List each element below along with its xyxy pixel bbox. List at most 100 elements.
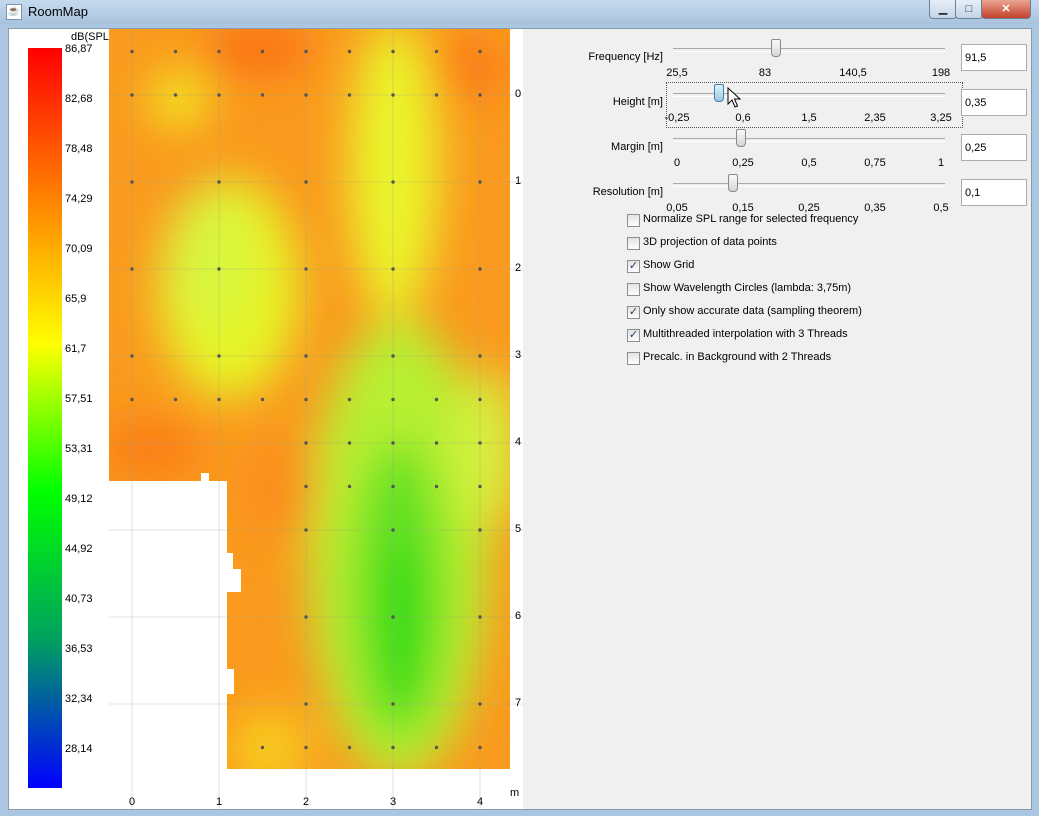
checkbox-label[interactable]: Multithreaded interpolation with 3 Threa… [643, 328, 848, 340]
checkbox-box[interactable] [627, 352, 640, 365]
slider-tick-label: 1,5 [801, 112, 817, 124]
y-axis-tick-label: 3 [515, 349, 522, 361]
slider-tick-label: 3,25 [930, 112, 952, 124]
slider-track[interactable] [673, 183, 945, 187]
measurement-point [347, 397, 352, 402]
slider-value-field[interactable]: 0,25 [961, 134, 1027, 161]
window-title: RoomMap [28, 4, 88, 19]
measurement-point [217, 354, 221, 358]
measurement-point [478, 93, 482, 97]
checkbox-box[interactable]: ✓ [627, 306, 640, 319]
slider-thumb[interactable] [736, 129, 746, 147]
slider-track[interactable] [673, 138, 945, 142]
y-axis-tick-label: 6 [515, 610, 522, 622]
measurement-point [304, 484, 308, 489]
measurement-point [260, 745, 265, 750]
slider-value-field[interactable]: 0,1 [961, 179, 1027, 206]
measurement-point [391, 484, 395, 489]
measurement-point [304, 397, 308, 402]
legend-tick-label: 49,12 [65, 493, 93, 505]
maximize-button[interactable]: □ [955, 0, 983, 19]
measurement-point [391, 354, 395, 358]
y-axis-tick-label: 7 [515, 697, 522, 709]
measurement-point [130, 180, 134, 184]
measurement-point [391, 745, 395, 750]
measurement-point [173, 93, 178, 97]
measurement-point [347, 484, 352, 489]
measurement-point [173, 397, 178, 402]
measurement-point [391, 615, 395, 619]
checkbox-box[interactable] [627, 283, 640, 296]
measurement-point [304, 354, 308, 358]
x-axis-tick-label: 0 [129, 796, 136, 808]
slider-tick-label: 0,25 [732, 157, 754, 169]
measurement-point [217, 180, 221, 184]
checkbox-label[interactable]: Show Wavelength Circles (lambda: 3,75m) [643, 282, 852, 294]
slider-thumb[interactable] [727, 174, 738, 192]
minimize-button[interactable]: ▁ [929, 0, 957, 19]
checkbox-label[interactable]: Only show accurate data (sampling theore… [643, 305, 862, 317]
heatmap-canvas[interactable] [109, 29, 523, 809]
checkbox-box[interactable] [627, 237, 640, 250]
slider-tick-label: 0,05 [666, 202, 688, 214]
measurement-point [173, 49, 178, 54]
slider-tick-label: 0 [673, 157, 681, 169]
slider-tick-label: 0,5 [933, 202, 949, 214]
measurement-point [391, 702, 395, 706]
checkbox-label[interactable]: Show Grid [643, 259, 695, 271]
checkbox-box[interactable]: ✓ [627, 329, 640, 342]
x-axis-tick-label: 4 [477, 796, 484, 808]
measurement-point [304, 702, 308, 706]
close-button[interactable]: ✕ [981, 0, 1031, 19]
x-axis-tick-label: 2 [303, 796, 310, 808]
slider-thumb[interactable] [714, 84, 725, 102]
measurement-point [304, 93, 308, 97]
mouse-cursor-icon [727, 87, 742, 108]
measurement-point [434, 49, 439, 54]
measurement-point [347, 441, 352, 445]
room-heatmap[interactable]: 0 1 2 3 4 0 1 2 3 4 5 6 7 m [109, 29, 523, 809]
client-area: dB(SPL) 86,87 82,68 78,48 74,29 70,09 65,9 61,… [8, 28, 1032, 810]
legend-tick-label: 40,73 [65, 593, 93, 605]
legend-tick-label: 78,48 [65, 143, 93, 155]
checkbox-label[interactable]: Precalc. in Background with 2 Threads [643, 351, 832, 363]
slider-tick-label: 0,6 [735, 112, 751, 124]
slider-value-field[interactable]: 91,5 [961, 44, 1027, 71]
measurement-point [304, 267, 308, 271]
title-bar[interactable]: ☕ RoomMap ▁ □ ✕ [0, 0, 1039, 24]
slider-row: Frequency [Hz] 25,5 83 140,5 198 91,5 [523, 37, 1031, 81]
slider-value-field[interactable]: 0,35 [961, 89, 1027, 116]
measurement-point [217, 397, 221, 402]
measurement-point [347, 93, 352, 97]
measurement-point [304, 615, 308, 619]
measurement-point [478, 745, 482, 750]
slider-track[interactable] [673, 48, 945, 52]
checkbox-label[interactable]: Normalize SPL range for selected frequen… [643, 213, 859, 225]
slider-thumb[interactable] [771, 39, 782, 57]
measurement-point [478, 267, 482, 271]
x-axis-tick-label: 3 [390, 796, 397, 808]
checkbox-box[interactable] [627, 214, 640, 227]
checkbox-box[interactable]: ✓ [627, 260, 640, 273]
measurement-point [217, 49, 221, 54]
y-axis-tick-label: 0 [515, 88, 522, 100]
slider-tick-label: 0,15 [732, 202, 754, 214]
slider-tick-label: 0,5 [801, 157, 817, 169]
slider-tick-label: 83 [758, 67, 772, 79]
x-axis-tick-label: 1 [216, 796, 223, 808]
measurement-point [478, 180, 482, 184]
slider-track[interactable] [673, 93, 945, 97]
slider-row: Height [m] -0,25 0,6 1,5 2,35 3,25 0,35 [523, 82, 1031, 128]
legend-tick-label: 53,31 [65, 443, 93, 455]
measurement-point [391, 49, 395, 54]
measurement-point [260, 49, 265, 54]
measurement-point [391, 267, 395, 271]
legend-color-bar [28, 48, 62, 788]
legend-tick-label: 74,29 [65, 193, 93, 205]
measurement-point [304, 441, 308, 445]
measurement-point [391, 180, 395, 184]
measurement-point [434, 745, 439, 750]
measurement-point [130, 397, 134, 402]
checkbox-label[interactable]: 3D projection of data points [643, 236, 777, 248]
spl-legend: dB(SPL) 86,87 82,68 78,48 74,29 70,09 65,9 61,… [9, 29, 113, 809]
